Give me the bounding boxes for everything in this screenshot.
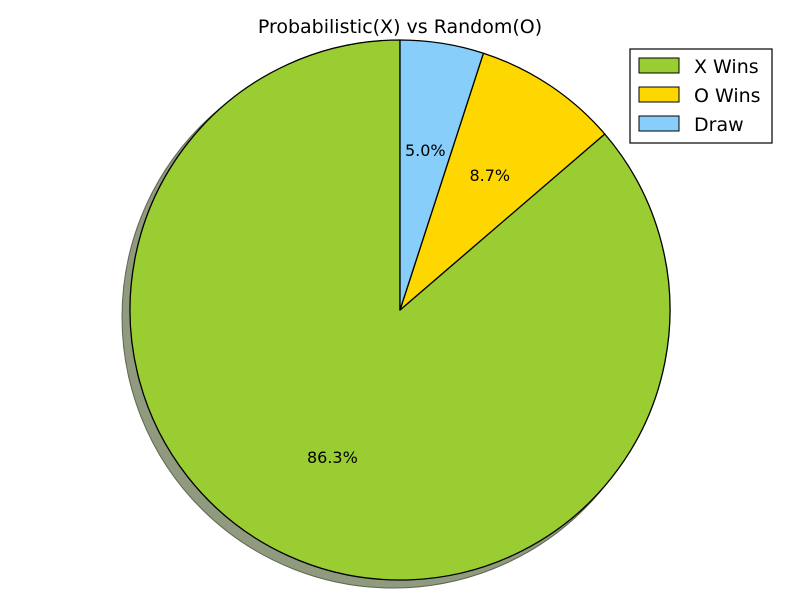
legend-swatch-draw <box>638 115 680 132</box>
pie-value-label-x-wins: 86.3% <box>307 448 358 467</box>
pie-slice-draw <box>399 39 485 311</box>
legend: X Wins O Wins Draw <box>629 48 773 144</box>
chart-title: Probabilistic(X) vs Random(O) <box>258 16 542 38</box>
legend-label-o-wins: O Wins <box>694 85 761 107</box>
legend-label-x-wins: X Wins <box>694 56 759 78</box>
pie-slices <box>129 39 671 581</box>
pie-value-label-draw: 5.0% <box>405 141 446 160</box>
pie-value-label-o-wins: 8.7% <box>469 166 510 185</box>
legend-label-draw: Draw <box>694 114 744 136</box>
legend-swatch-o-wins <box>638 86 680 103</box>
pie-slice-o-wins <box>399 52 606 311</box>
legend-swatch-x-wins <box>638 57 680 74</box>
pie-value-labels: 86.3% 8.7% 5.0% <box>307 141 510 467</box>
